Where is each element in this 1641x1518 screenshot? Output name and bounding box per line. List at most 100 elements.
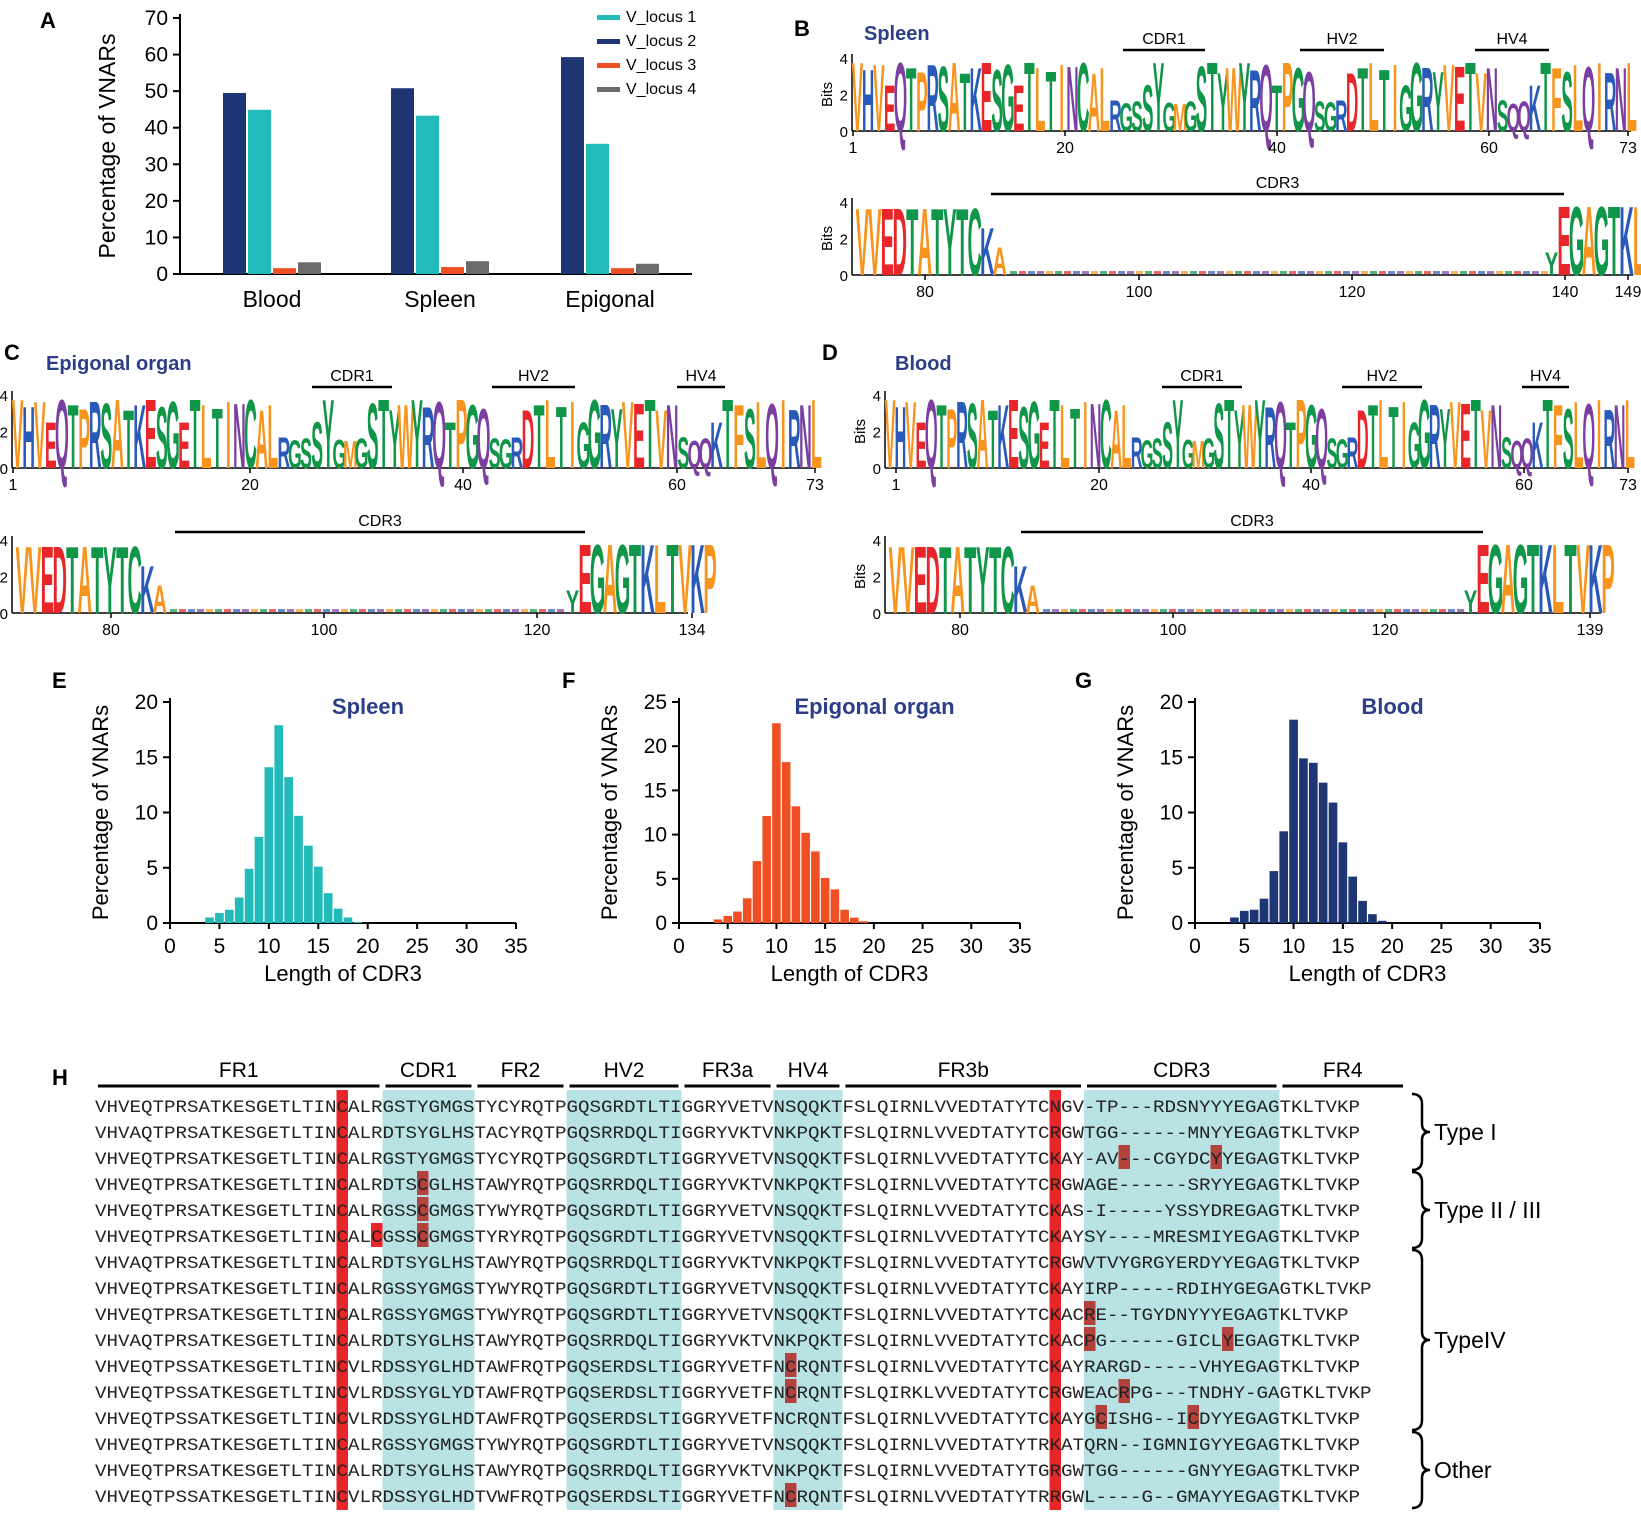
logo-y-tick: 0 xyxy=(0,461,8,478)
region-label: CDR3 xyxy=(1256,175,1300,192)
y-tick-label: 20 xyxy=(644,735,667,758)
logo-low-info-mark xyxy=(368,609,375,612)
logo-low-info-mark xyxy=(1496,271,1503,274)
logo-letter: S xyxy=(1314,92,1325,141)
logo-low-info-mark xyxy=(404,609,411,612)
logo-low-info-mark xyxy=(1433,271,1440,274)
logo-letter: P xyxy=(703,526,716,635)
logo-letter: T xyxy=(931,188,943,296)
cysteine-highlight xyxy=(1118,1379,1130,1403)
logo-letter: C xyxy=(1001,526,1015,634)
logo-letter: K xyxy=(1588,526,1602,635)
logo-x-tick-label: 73 xyxy=(806,477,824,494)
logo-letter: Y xyxy=(389,393,401,486)
logo-low-info-mark xyxy=(1232,609,1239,612)
logo-x-tick-label: 140 xyxy=(1552,284,1579,301)
logo-letter: V xyxy=(12,379,24,489)
logo-letter: A xyxy=(1110,393,1122,486)
logo-letter: R xyxy=(1335,93,1347,142)
logo-letter: T xyxy=(722,379,733,489)
panel-label-f: F xyxy=(562,668,575,693)
logo-letter: G xyxy=(1410,42,1423,152)
group-brace xyxy=(1411,1092,1431,1172)
logo-low-info-mark xyxy=(1205,609,1212,612)
logo-letter: G xyxy=(1028,382,1041,489)
logo-low-info-mark xyxy=(1289,271,1296,274)
logo-y-label: Bits xyxy=(852,419,869,444)
logo-x-tick-label: 120 xyxy=(1339,284,1366,301)
logo-low-info-mark xyxy=(512,609,519,612)
logo-x-tick-label: 80 xyxy=(951,622,969,639)
y-tick-label: 20 xyxy=(145,190,168,213)
logo-low-info-mark xyxy=(1154,271,1161,274)
logo-low-info-mark xyxy=(377,609,384,612)
x-axis-label: Length of CDR3 xyxy=(1289,961,1447,986)
group-brace xyxy=(1411,1170,1431,1250)
logo-low-info-mark xyxy=(1028,271,1035,274)
histogram-bar-18 xyxy=(343,917,353,923)
logo-letter: S xyxy=(156,389,168,487)
logo-low-info-mark xyxy=(1421,609,1428,612)
logo-low-info-mark xyxy=(1124,609,1131,612)
category-label: Spleen xyxy=(404,286,476,312)
logo-letter: T xyxy=(666,526,678,635)
logo-letter: V xyxy=(889,526,902,634)
logo-low-info-mark xyxy=(1172,271,1179,274)
logo-letter: G xyxy=(1184,92,1197,141)
logo-low-info-mark xyxy=(449,609,456,612)
logo-letter: S xyxy=(1152,430,1163,478)
logo-low-info-mark xyxy=(548,609,555,612)
logo-letter: T xyxy=(1527,526,1539,635)
region-label: HV4 xyxy=(1530,368,1561,385)
logo-low-info-mark xyxy=(1160,609,1167,612)
y-axis-label: Percentage of VNARs xyxy=(94,33,120,258)
logo-low-info-mark xyxy=(1358,609,1365,612)
logo-letter: K xyxy=(690,526,704,635)
logo-letter: N xyxy=(1090,384,1102,488)
logo-x-tick-label: 60 xyxy=(1480,140,1498,157)
logo-letter: E xyxy=(884,74,895,146)
logo-low-info-mark xyxy=(1061,609,1068,612)
histogram-bar-16 xyxy=(323,893,333,923)
logo-letter: Y xyxy=(1439,392,1450,488)
logo-low-info-mark xyxy=(1322,609,1329,612)
logo-title: Blood xyxy=(895,353,952,375)
logo-letter: T xyxy=(123,393,134,486)
logo-low-info-mark xyxy=(1397,271,1404,274)
x-tick-label: 20 xyxy=(356,935,379,958)
bar-v_locus-1-spleen xyxy=(416,115,439,274)
logo-letter: R xyxy=(1429,386,1441,488)
logo-letter: R xyxy=(1604,56,1616,149)
alignment-row: VHVEQTPSSATKESGETLTINCVLRDSSYGLHDTAWFRQT… xyxy=(95,1410,1360,1430)
logo-letter: T xyxy=(1379,53,1390,150)
category-label: Blood xyxy=(243,286,302,312)
logo-letter: T xyxy=(1465,42,1476,152)
alignment-row: VHVEQTPRSATKESGETLTINCALRGSSYGMGSTYWYRQT… xyxy=(95,1280,1372,1300)
logo-x-tick-label: 120 xyxy=(1372,622,1399,639)
logo-letter: Q xyxy=(699,429,713,477)
logo-x-tick-label: 40 xyxy=(1268,140,1286,157)
logo-low-info-mark xyxy=(1367,609,1374,612)
logo-low-info-mark xyxy=(251,609,258,612)
logo-letter: T xyxy=(91,526,103,634)
logo-x-tick-label: 40 xyxy=(454,477,472,494)
alignment-row: VHVEQTPSSATKESGETLTINCVLRDSSYGLHDTVWFRQT… xyxy=(95,1488,1360,1508)
logo-letter: K xyxy=(710,411,723,483)
logo-x-tick-label: 73 xyxy=(1619,477,1637,494)
logo-letter: L xyxy=(1573,45,1584,152)
logo-y-tick: 2 xyxy=(0,570,8,587)
logo-title: Spleen xyxy=(864,23,930,45)
alignment-row: VHVAQTPRSATKESGETLTINCALRDTSYGLHSTACYRQT… xyxy=(95,1124,1360,1144)
logo-low-info-mark xyxy=(1142,609,1149,612)
logo-low-info-mark xyxy=(179,609,186,612)
logo-letter: I xyxy=(781,379,786,489)
legend-swatch xyxy=(597,15,620,20)
logo-y-tick: 4 xyxy=(840,51,848,68)
logo-y-tick: 2 xyxy=(840,88,848,105)
logo-letter: T xyxy=(556,389,567,487)
histogram-bar-8 xyxy=(244,868,254,923)
logo-y-tick: 4 xyxy=(0,388,8,405)
legend-label: V_locus 3 xyxy=(626,57,696,74)
logo-letter: R xyxy=(422,389,435,487)
chart-title: Epigonal organ xyxy=(794,694,954,719)
